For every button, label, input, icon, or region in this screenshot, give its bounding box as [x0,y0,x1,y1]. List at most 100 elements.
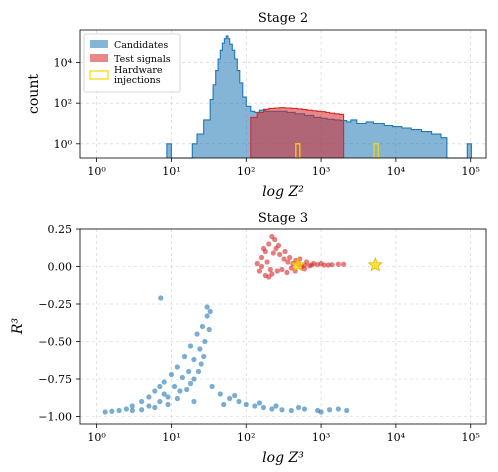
stage3-ylabel: R³ [10,318,26,336]
stage2-legend: Candidates Test signals Hardware injectio… [83,33,181,93]
stage3-point-candidates [232,392,238,399]
stage3-point-candidates [139,407,145,413]
stage3-point-candidates [256,400,263,406]
legend-swatch-test-signals [90,54,108,62]
stage3-x-ticks: 10⁰ 10¹ 10² 10³ 10⁴ 10⁵ [87,424,480,444]
stage3-y-tick-label: −1.00 [38,411,72,424]
stage3-point-test-signals [335,261,341,267]
stage3-point-candidates [139,398,145,405]
stage3-y-tick-label: −0.50 [38,336,72,349]
stage3-point-test-signals [287,254,293,261]
stage3-point-candidates [221,401,227,408]
stage3-x-tick-label: 10⁵ [462,431,480,444]
stage3-point-test-signals [281,256,287,262]
legend-label-candidates: Candidates [114,40,168,51]
stage3-y-ticks: 0.25 0.00 −0.25 −0.50 −0.75 −1.00 [38,223,80,424]
stage3-y-tick-label: −0.25 [38,298,72,311]
legend-label-hardware-injections: Hardware injections [114,65,163,86]
stage3-point-test-signals [285,259,291,265]
stage2-x-tick-label: 10¹ [162,165,180,178]
stage3-point-candidates [186,368,192,375]
stage3-point-test-signals [288,265,294,271]
stage3-point-candidates [273,403,279,409]
stage3-point-candidates [165,401,171,408]
stage3-y-tick-label: 0.00 [48,261,73,274]
stage3-point-candidates [204,304,210,310]
stage3-point-candidates [199,323,206,330]
stage3-point-candidates [182,353,188,360]
stage3-point-candidates [187,343,194,349]
stage3-point-candidates [207,308,213,315]
stage3-point-test-signals [270,250,276,256]
stage3-point-candidates [197,346,203,352]
stage3-point-candidates [158,295,164,301]
stage3-point-test-signals [266,274,272,280]
legend-label-test-signals: Test signals [114,54,171,65]
stage3-point-test-signals [266,241,272,247]
stage3-point-candidates [279,407,285,413]
stage3-point-candidates [152,404,158,411]
stage3-point-test-signals [306,263,313,269]
stage3-point-test-signals [303,259,310,265]
stage3-point-test-signals [311,260,317,267]
stage3-x-tick-label: 10² [237,431,255,444]
stage3-point-test-signals [258,263,265,270]
stage3-point-test-signals [341,261,347,267]
stage3-point-candidates [194,331,200,337]
stage3-point-candidates [171,383,178,390]
stage2-title: Stage 2 [258,11,308,26]
stage3-panel: Stage 3 10⁰ 10¹ 10² 10³ 10⁴ 10⁵ 0.25 0.00 −0.25… [10,211,487,466]
stage3-point-candidates [344,407,350,414]
stage3-point-candidates [318,409,324,415]
stage3-point-candidates [209,383,215,390]
stage3-frame [79,228,487,425]
stage3-point-candidates [146,403,152,409]
stage3-point-candidates [177,388,183,394]
stage2-x-tick-label: 10⁰ [87,165,106,178]
stage3-point-candidates [152,388,158,394]
stage3-point-candidates [191,356,197,363]
stage2-x-tick-label: 10² [237,165,255,178]
stage3-point-candidates [227,395,233,402]
stage3-point-candidates [161,391,167,397]
legend-swatch-candidates [90,40,108,48]
stage3-y-tick-label: −0.75 [38,373,72,386]
stage3-point-candidates [184,386,190,393]
stage3-point-test-signals [258,254,265,261]
stage3-point-candidates [168,371,175,378]
stage3-xlabel: log Z³ [262,450,304,466]
stage3-point-test-signals [277,251,283,258]
stage2-y-tick-label: 10⁰ [54,138,73,151]
stage3-point-candidates [157,383,163,390]
stage2-series [166,35,472,159]
stage3-point-candidates [191,398,197,405]
stage3-x-tick-label: 10⁰ [87,431,106,444]
stage3-point-test-signals [275,242,282,249]
stage3-point-candidates [202,338,208,345]
stage2-y-ticks: 10⁰ 10² 10⁴ [54,57,80,151]
stage3-point-candidates [252,403,258,409]
stage3-series [102,233,383,415]
stage3-point-candidates [206,326,212,333]
stage3-x-tick-label: 10⁴ [387,431,406,444]
stage3-point-test-signals [301,266,308,272]
stage3-point-test-signals [254,260,260,267]
stage3-point-candidates [187,380,194,387]
stage2-frame [79,29,487,159]
stage2-y-tick-label: 10⁴ [54,57,73,70]
stage3-point-candidates [174,395,180,402]
stage2-y-tick-label: 10² [54,97,72,110]
stage3-point-hardware-injections [290,256,306,272]
stage3-point-candidates [243,401,249,408]
stage3-point-test-signals [256,268,263,274]
stage3-point-candidates [260,404,267,411]
stage3-point-test-signals [318,260,324,267]
stage2-xlabel: log Z² [262,184,304,200]
stage3-point-candidates [102,409,108,415]
stage2-ylabel: count [26,74,42,114]
stage3-point-candidates [195,368,202,375]
stage3-y-tick-label: 0.25 [48,223,73,236]
stage3-point-test-signals [325,262,331,268]
stage3-point-candidates [204,313,210,319]
